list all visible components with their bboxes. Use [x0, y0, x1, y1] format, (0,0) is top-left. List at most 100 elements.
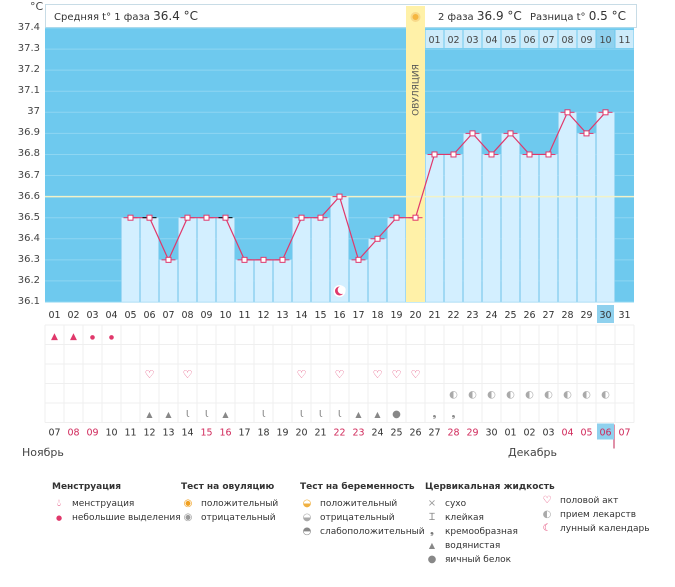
sticky-fluid-icon: Ɩ	[319, 409, 323, 420]
temperature-point	[488, 151, 495, 158]
calendar-date-label: 28	[447, 428, 459, 439]
calendar-date-label: 01	[504, 428, 516, 439]
cycle-day-label: 16	[333, 310, 345, 321]
phase2-day-cell	[596, 30, 615, 48]
legend-item: ❟ кремообразная	[425, 525, 555, 539]
legend-pregnancy-title: Тест на беременность	[300, 482, 415, 492]
pregnancy-weak-icon: ◓	[302, 526, 312, 537]
temperature-point	[279, 256, 286, 263]
phase2-label: 2 фаза	[438, 12, 474, 23]
temperature-bar	[387, 217, 406, 303]
blood-drop-icon: 💧︎	[57, 498, 61, 509]
y-tick-label: 36.5	[17, 211, 40, 223]
temperature-bar	[121, 217, 140, 303]
temperature-point	[184, 214, 191, 221]
calendar-date-label: 25	[390, 428, 402, 439]
sticky-fluid-icon: Ɩ	[186, 409, 190, 420]
phase2-day-label: 01	[428, 35, 440, 46]
cycle-day-label: 04	[105, 310, 117, 321]
legend-item-label: положительный	[320, 499, 398, 509]
legend-item: ♡ половой акт	[540, 494, 650, 508]
cycle-day-label: 03	[86, 310, 98, 321]
calendar-date-label: 29	[466, 428, 478, 439]
sticky-icon: Ɪ	[429, 512, 435, 523]
legend-item: ◉ отрицательный	[181, 511, 278, 525]
cycle-day-label: 24	[485, 310, 497, 321]
temperature-bar	[368, 238, 387, 303]
temperature-bar	[254, 259, 273, 303]
temperature-point	[146, 214, 153, 221]
temperature-bar	[482, 154, 501, 303]
cycle-day-label: 18	[371, 310, 383, 321]
pill-icon: ◐	[563, 389, 572, 400]
calendar-date-label: 07	[48, 428, 60, 439]
phase2-day-label: 11	[618, 35, 630, 46]
legend-item: ◐ прием лекарств	[540, 508, 650, 522]
temperature-point	[450, 151, 457, 158]
cycle-day-label: 14	[295, 310, 307, 321]
calendar-date-label: 24	[371, 428, 383, 439]
cycle-day-label: 05	[124, 310, 136, 321]
y-unit-label: °C	[30, 0, 44, 13]
cycle-day-label: 31	[618, 310, 630, 321]
legend-ovulation-test: Тест на овуляцию ◉ положительный ◉ отрицат…	[181, 482, 278, 525]
phase1-summary: Средняя t° 1 фаза 36.4 °C	[54, 9, 198, 23]
legend-ovulation-title: Тест на овуляцию	[181, 482, 275, 492]
cycle-day-label: 26	[523, 310, 535, 321]
sticky-fluid-icon: Ɩ	[205, 409, 209, 420]
y-tick-label: 36.8	[17, 148, 40, 160]
sticky-fluid-icon: Ɩ	[338, 409, 342, 420]
legend-pregnancy-test: Тест на беременность ◒ положительный ◒ отр…	[300, 482, 425, 539]
phase2-day-label: 10	[599, 35, 611, 46]
legend-menstruation-title: Менструация	[52, 482, 121, 492]
ovulation-label: ОВУЛЯЦИЯ	[412, 64, 422, 116]
legend-item: ● небольшие выделения	[52, 511, 181, 525]
calendar-date-label: 03	[542, 428, 554, 439]
creamy-fluid-icon: ❟	[452, 409, 456, 420]
phase2-summary: 2 фаза 36.9 °C	[438, 9, 522, 23]
temperature-point	[203, 214, 210, 221]
heart-icon: ♡	[542, 495, 552, 506]
phase2-day-cell	[577, 30, 596, 48]
month-right-label: Декабрь	[508, 446, 557, 459]
temperature-bar	[235, 259, 254, 303]
temperature-bar	[273, 259, 292, 303]
legend-item: 💧︎ менструация	[52, 497, 181, 511]
cycle-day-label: 25	[504, 310, 516, 321]
drop-fluid-icon: ▲	[355, 410, 362, 419]
temperature-point	[165, 256, 172, 263]
cycle-day-label: 21	[428, 310, 440, 321]
phase2-day-cell	[463, 30, 482, 48]
ovulation-sun-icon	[410, 12, 421, 22]
moon-icon: ☾	[542, 523, 552, 534]
temperature-point	[241, 256, 248, 263]
cycle-day-label: 17	[352, 310, 364, 321]
temperature-bar	[349, 259, 368, 303]
legend-other: ♡ половой акт ◐ прием лекарств ☾ лунный кал…	[540, 494, 650, 536]
pill-icon: ◐	[544, 389, 553, 400]
phase2-day-cell	[539, 30, 558, 48]
calendar-date-label: 17	[238, 428, 250, 439]
calendar-date-label: 13	[162, 428, 174, 439]
temperature-bar	[520, 154, 539, 303]
legend-item: ▲ водянистая	[425, 539, 555, 553]
calendar-date-label: 12	[143, 428, 155, 439]
phase2-day-label: 05	[504, 35, 516, 46]
cycle-day-label: 08	[181, 310, 193, 321]
drop-fluid-icon: ▲	[374, 410, 381, 419]
temperature-bar	[159, 259, 178, 303]
cycle-day-label: 10	[219, 310, 231, 321]
phase2-day-cell	[558, 30, 577, 48]
y-tick-label: 36.7	[17, 169, 40, 181]
temperature-bar	[558, 112, 577, 303]
y-tick-label: 36.9	[17, 127, 40, 139]
heart-icon: ♡	[335, 368, 345, 381]
heart-icon: ♡	[297, 368, 307, 381]
phase2-day-cell	[520, 30, 539, 48]
legend-item: ◒ отрицательный	[300, 511, 425, 525]
calendar-date-label: 14	[181, 428, 193, 439]
calendar-date-label: 09	[86, 428, 98, 439]
pill-icon: ◐	[601, 389, 610, 400]
calendar-date-label: 02	[523, 428, 535, 439]
phase2-day-cell	[425, 30, 444, 48]
